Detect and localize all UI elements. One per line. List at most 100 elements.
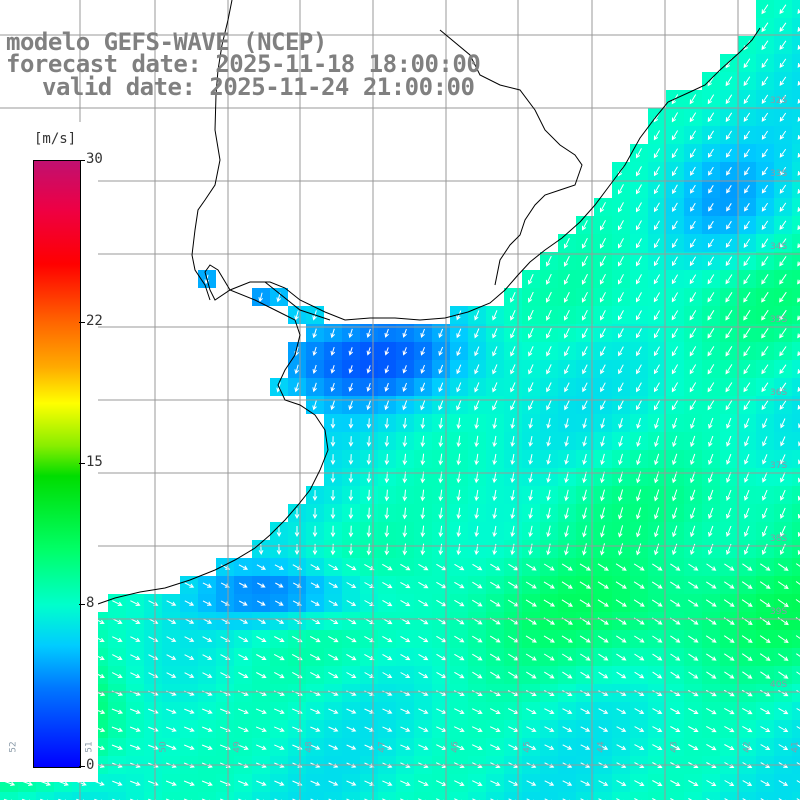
- estuary-path: [264, 281, 331, 321]
- wind-arrow: [652, 635, 663, 643]
- wind-arrow: [618, 238, 624, 249]
- colorbar-tick-label: 8: [86, 595, 95, 612]
- wind-arrow: [634, 744, 645, 750]
- wind-arrow: [273, 653, 285, 661]
- wind-arrow: [420, 328, 425, 338]
- wind-arrow: [688, 798, 696, 800]
- wind-arrow: [760, 563, 771, 571]
- wind-arrow: [797, 531, 800, 538]
- wind-arrow: [653, 274, 661, 285]
- wind-arrow: [688, 689, 699, 697]
- wind-arrow: [600, 220, 606, 231]
- wind-arrow: [618, 274, 624, 285]
- wind-arrow: [418, 635, 429, 643]
- wind-arrow: [759, 653, 771, 661]
- wind-arrow: [510, 489, 515, 502]
- wind-arrow: [384, 400, 389, 411]
- wind-arrow: [706, 653, 717, 661]
- wind-arrow: [256, 600, 266, 606]
- wind-arrow: [636, 364, 642, 375]
- wind-arrow: [402, 347, 408, 356]
- wind-arrow: [779, 94, 787, 104]
- wind-arrow: [400, 635, 411, 643]
- latitude-label: 36S: [770, 388, 788, 398]
- wind-arrow: [418, 599, 429, 607]
- wind-arrow: [346, 744, 357, 750]
- wind-cell: [414, 792, 432, 800]
- wind-cell: [792, 648, 800, 666]
- wind-arrow: [579, 581, 592, 589]
- wind-arrow: [528, 291, 534, 303]
- wind-arrow: [726, 417, 732, 429]
- wind-arrow: [543, 581, 555, 589]
- wind-cell: [792, 414, 800, 432]
- wind-cell: [792, 558, 800, 576]
- wind-arrow: [689, 364, 697, 375]
- wind-cell: [792, 720, 800, 738]
- wind-arrow: [688, 671, 699, 679]
- wind-arrow: [688, 599, 699, 607]
- wind-arrow: [652, 671, 663, 679]
- wind-arrow: [111, 726, 124, 732]
- wind-arrow: [618, 400, 624, 411]
- wind-arrow: [797, 98, 800, 104]
- wind-arrow: [653, 202, 660, 213]
- wind-arrow: [402, 365, 407, 374]
- wind-arrow: [689, 400, 697, 411]
- wind-arrow: [671, 166, 678, 177]
- wind-arrow: [797, 134, 800, 140]
- wind-arrow: [761, 22, 769, 33]
- wind-arrow: [761, 58, 769, 69]
- wind-cell: [792, 432, 800, 450]
- wind-arrow: [600, 328, 606, 339]
- wind-cell: [792, 594, 800, 612]
- wind-arrow: [723, 635, 735, 643]
- wind-arrow: [166, 600, 177, 606]
- wind-arrow: [255, 744, 267, 750]
- wind-arrow: [797, 279, 800, 285]
- wind-arrow: [582, 309, 588, 321]
- wind-arrow: [328, 744, 339, 750]
- wind-arrow: [184, 672, 195, 678]
- wind-cell: [792, 666, 800, 684]
- wind-arrow: [797, 207, 800, 213]
- wind-cell: [792, 306, 800, 324]
- wind-arrow: [707, 256, 715, 267]
- wind-arrow: [743, 58, 751, 69]
- wind-arrow: [600, 525, 605, 538]
- wind-cell: [792, 396, 800, 414]
- wind-arrow: [294, 382, 299, 393]
- wind-arrow: [618, 184, 624, 195]
- wind-arrow: [275, 582, 284, 588]
- wind-arrow: [526, 708, 537, 714]
- wind-arrow: [743, 364, 751, 375]
- wind-arrow: [582, 453, 587, 466]
- wind-arrow: [402, 328, 407, 338]
- wind-arrow: [759, 599, 771, 607]
- wind-arrow: [654, 525, 660, 538]
- wind-arrow: [618, 382, 624, 393]
- wind-arrow: [312, 400, 317, 411]
- wind-arrow: [797, 27, 800, 32]
- wind-arrow: [778, 798, 786, 800]
- wind-arrow: [636, 489, 642, 502]
- wind-cell: [558, 792, 576, 800]
- wind-arrow: [779, 184, 787, 194]
- wind-arrow: [636, 453, 642, 466]
- wind-cell: [216, 792, 234, 800]
- wind-arrow: [743, 256, 751, 267]
- wind-arrow: [581, 237, 588, 249]
- wind-arrow: [742, 707, 753, 715]
- wind-arrow: [382, 563, 393, 571]
- wind-cell: [792, 270, 800, 288]
- wind-arrow: [546, 400, 552, 411]
- wind-arrow: [743, 238, 751, 248]
- wind-arrow: [510, 453, 515, 466]
- wind-arrow: [400, 563, 411, 571]
- wind-arrow: [492, 328, 498, 339]
- wind-arrow: [384, 543, 390, 556]
- wind-arrow: [420, 435, 426, 448]
- wind-arrow: [474, 310, 480, 321]
- wind-arrow: [274, 600, 284, 606]
- wind-arrow: [779, 256, 787, 267]
